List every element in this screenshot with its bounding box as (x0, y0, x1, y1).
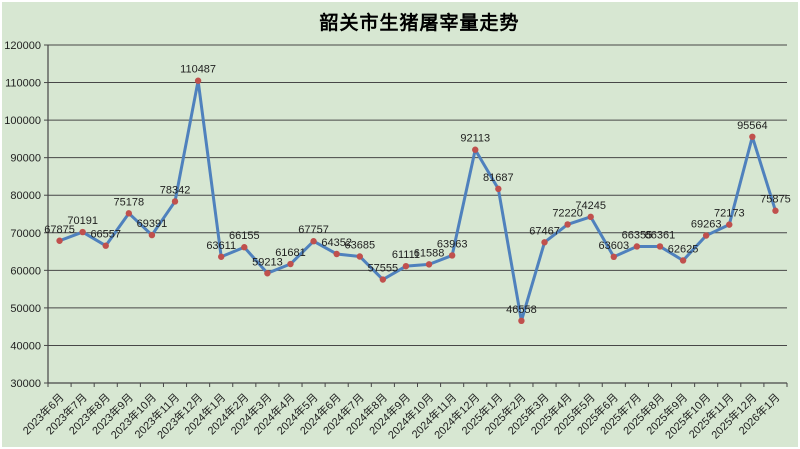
data-point-marker (772, 207, 779, 214)
data-point-label: 66355 (622, 229, 653, 241)
data-point-label: 72173 (714, 208, 745, 220)
data-point-marker (171, 198, 179, 205)
data-point-label: 67875 (44, 224, 75, 236)
data-point-label: 75875 (760, 194, 791, 206)
data-point-label: 59213 (252, 256, 283, 268)
y-axis-tick-label: 50000 (10, 303, 41, 315)
data-point-marker (194, 77, 202, 84)
data-point-label: 63685 (344, 239, 375, 251)
data-point-marker (541, 239, 548, 246)
data-point-label: 66155 (229, 230, 260, 242)
y-axis-tick-label: 70000 (10, 228, 41, 240)
data-point-marker (356, 253, 363, 260)
data-point-marker (610, 253, 617, 261)
data-point-label: 95564 (737, 120, 768, 132)
data-point-label: 75178 (114, 196, 145, 208)
data-point-marker (633, 243, 641, 250)
data-point-label: 69263 (691, 219, 722, 231)
data-point-marker (287, 260, 294, 268)
data-point-label: 66361 (645, 229, 676, 241)
data-point-marker (79, 228, 86, 236)
data-point-marker (56, 237, 63, 244)
data-point-marker (148, 231, 156, 239)
data-point-marker (218, 253, 225, 260)
data-point-label: 67467 (529, 225, 560, 237)
chart-title: 韶关市生猪屠宰量走势 (319, 13, 520, 34)
data-point-marker (749, 133, 756, 140)
data-point-label: 63611 (206, 240, 236, 252)
data-point-label: 78342 (160, 184, 191, 196)
data-point-marker (241, 244, 248, 251)
y-axis-tick-label: 100000 (4, 115, 41, 127)
data-series-line (58, 79, 777, 323)
data-point-marker (402, 262, 410, 270)
data-point-label: 61681 (275, 247, 306, 259)
data-point-marker (656, 243, 664, 250)
data-point-marker (587, 213, 594, 221)
data-point-label: 62625 (668, 243, 699, 255)
y-axis-tick-label: 120000 (4, 40, 41, 52)
data-point-marker (702, 232, 710, 239)
data-point-label: 64352 (321, 237, 352, 249)
data-point-label: 81687 (483, 172, 514, 184)
data-point-marker (264, 270, 271, 277)
data-point-label: 57555 (368, 263, 399, 275)
data-point-marker (472, 146, 479, 153)
data-point-label: 46558 (506, 304, 537, 316)
y-axis-tick-label: 30000 (10, 378, 41, 390)
data-point-label: 70191 (67, 215, 98, 227)
data-point-marker (726, 221, 733, 228)
y-axis-tick-label: 40000 (10, 340, 41, 352)
data-point-label: 74245 (575, 200, 606, 212)
data-point-label: 69391 (137, 218, 168, 230)
data-point-marker (495, 185, 502, 193)
data-point-marker (125, 210, 133, 217)
data-point-marker (679, 257, 687, 264)
data-point-marker (310, 238, 317, 245)
data-point-label: 63963 (437, 238, 468, 250)
data-point-label: 110487 (180, 64, 216, 76)
data-point-label: 63603 (599, 240, 630, 252)
data-point-marker (564, 221, 571, 228)
data-point-marker (448, 252, 456, 259)
data-point-label: 61588 (414, 247, 445, 259)
y-axis-tick-label: 90000 (10, 153, 41, 165)
data-point-marker (518, 317, 525, 325)
data-point-marker (379, 276, 387, 283)
data-point-label: 92113 (460, 133, 490, 145)
data-point-label: 67757 (298, 224, 329, 236)
data-point-marker (425, 261, 433, 268)
data-point-label: 61111 (392, 249, 420, 261)
data-point-label: 72220 (552, 207, 583, 219)
y-axis-tick-label: 80000 (10, 190, 41, 202)
y-axis-tick-label: 110000 (5, 78, 41, 90)
y-axis-tick-label: 60000 (10, 265, 41, 277)
data-point-label: 66557 (90, 229, 121, 241)
data-point-marker (333, 250, 340, 258)
data-point-marker (102, 242, 109, 249)
